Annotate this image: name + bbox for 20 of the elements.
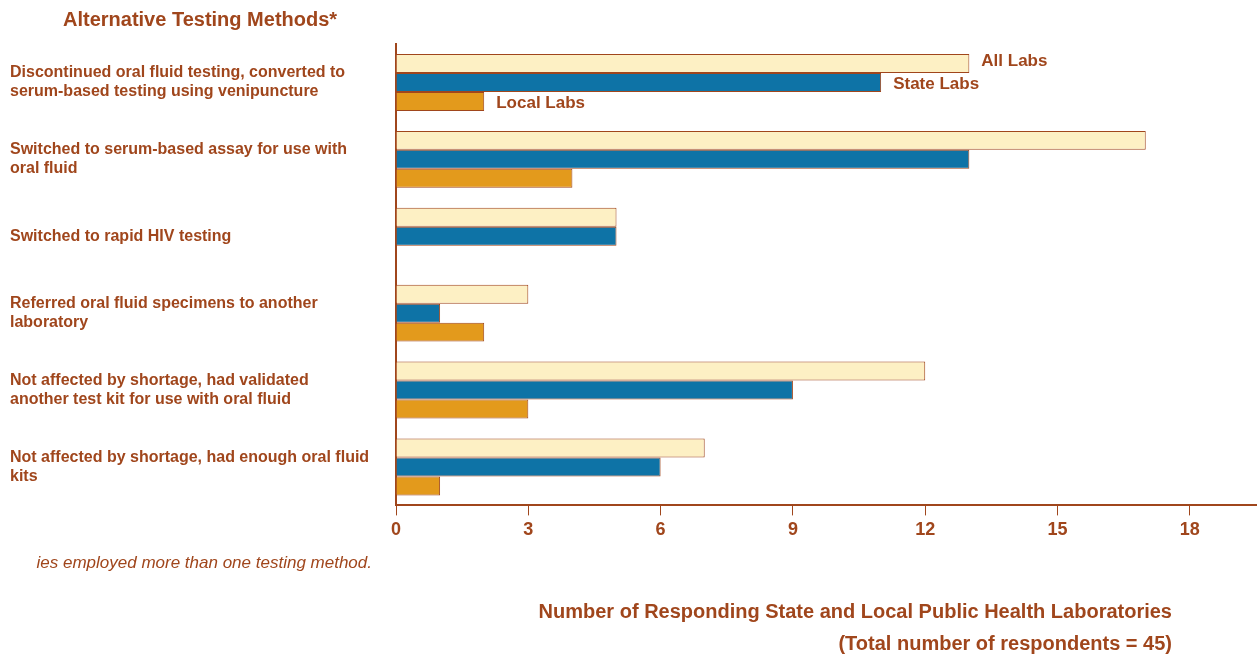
x-tick-label: 3 (523, 519, 534, 540)
x-tick-label: 15 (1047, 519, 1068, 540)
y-tick-label: Not affected by shortage, had enough oral fluid kits (10, 447, 370, 484)
text: Alternative Testing Methods* (63, 7, 338, 30)
y-tick-label: Discontinued oral fluid testing, converted to serum-based testing using venipuncture (10, 63, 346, 100)
series-label: Local Labs (496, 93, 586, 113)
y-tick-label: Not affected by shortage, had validated another test kit for use with oral fluid (10, 370, 309, 408)
text: (Total number of respondents = 45) (838, 631, 1172, 654)
text: ies employed more than one testing method. (36, 552, 372, 572)
x-tick-label: 6 (655, 519, 666, 540)
y-tick-label: Referred oral fluid specimens to another laboratory (10, 293, 318, 331)
y-tick-label: Switched to rapid HIV testing (10, 226, 232, 244)
series-label: All Labs (981, 51, 1048, 71)
x-tick-label: 12 (915, 519, 936, 540)
x-axis-title: Number of Responding State and Local Public Health Laboratories (538, 599, 1172, 622)
series-label: State Labs (893, 74, 980, 94)
x-tick-label: 0 (390, 519, 402, 540)
y-tick-label: Switched to serum-based assay for use with oral fluid (10, 140, 347, 177)
x-tick-label: 9 (787, 519, 798, 540)
x-tick-label: 18 (1179, 519, 1200, 540)
